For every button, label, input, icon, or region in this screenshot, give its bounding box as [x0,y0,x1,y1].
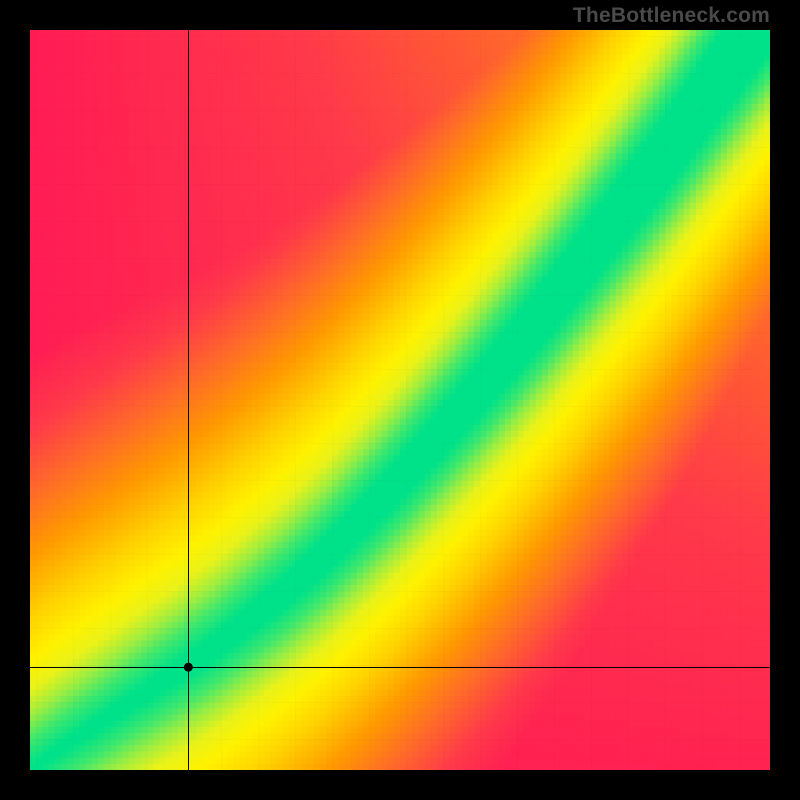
watermark-text: TheBottleneck.com [573,4,770,28]
bottleneck-heatmap [30,30,770,770]
